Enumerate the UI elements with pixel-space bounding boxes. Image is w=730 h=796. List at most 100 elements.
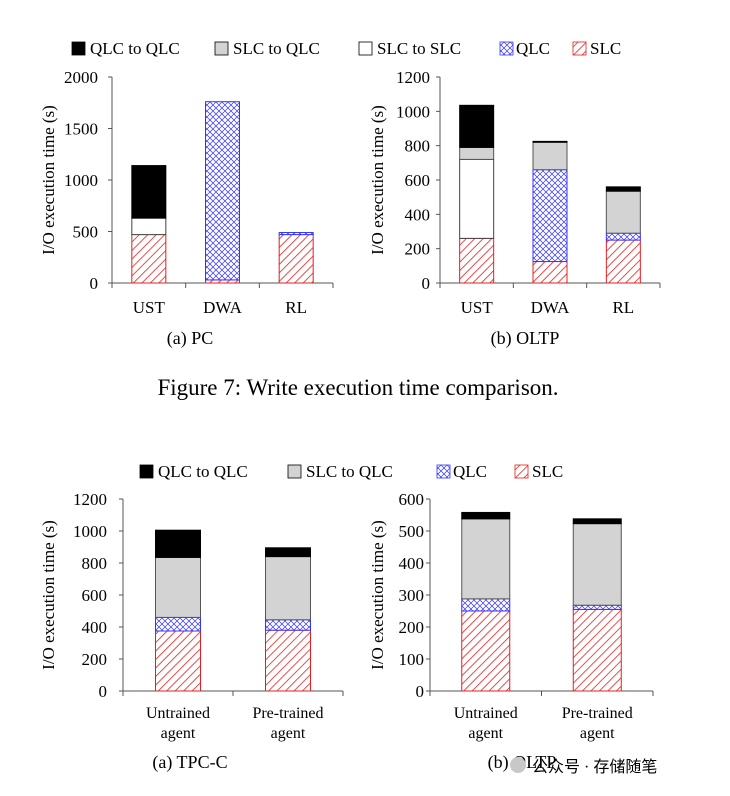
- chart-pc-write-time: 0 500 1000 1500 2000 I/O execution time (s) US…: [39, 68, 334, 349]
- y-tick-label: 1200: [73, 490, 107, 509]
- bar-qlc-pre-trained-agent: [265, 619, 311, 631]
- y-tick-label: 200: [82, 650, 108, 669]
- y-axis-label: I/O execution time (s): [368, 520, 387, 670]
- bar-slc-to-qlc-dwa: [532, 141, 568, 171]
- legend-swatch-slc: [514, 464, 529, 479]
- y-tick-label: 0: [422, 274, 431, 293]
- y-tick-label: 200: [399, 618, 425, 637]
- figure7-caption: Figure 7: Write execution time compariso…: [157, 375, 558, 400]
- legend-label-qlc: QLC: [516, 39, 550, 58]
- bar-slc-to-qlc-untrained-agent: [461, 518, 511, 600]
- bar-qlc-to-qlc-rl: [605, 186, 641, 192]
- x-tick-label: UST: [461, 298, 494, 317]
- bar-qlc-to-qlc-pre-trained-agent: [572, 518, 622, 525]
- bar-slc-rl: [605, 239, 641, 284]
- bar-slc-untrained-agent: [155, 630, 201, 692]
- y-axis-label: I/O execution time (s): [368, 105, 387, 255]
- figure7-legend: QLC to QLC SLC to QLC SLC to SLC QLC SLC: [71, 39, 621, 58]
- bar-slc-pre-trained-agent: [265, 629, 311, 692]
- y-tick-label: 2000: [64, 68, 98, 87]
- bar-qlc-rl: [278, 232, 314, 236]
- bar-slc-ust: [131, 234, 167, 284]
- bar-qlc-to-qlc-untrained-agent: [461, 511, 511, 520]
- chart-tpcc-agent-time: 0 200 400 600 800 1000 1200 I/O execution time …: [39, 490, 344, 773]
- x-tick-label: DWA: [203, 298, 242, 317]
- bar-qlc-untrained-agent: [461, 598, 511, 612]
- y-tick-label: 500: [73, 223, 99, 242]
- wechat-icon: [510, 757, 526, 773]
- bar-slc-ust: [459, 237, 495, 284]
- bar-qlc-untrained-agent: [155, 616, 201, 632]
- y-tick-label: 800: [82, 554, 108, 573]
- legend-label-slc-to-slc: SLC to SLC: [377, 39, 461, 58]
- legend-swatch-slc-to-qlc: [287, 464, 302, 479]
- bar-slc-to-qlc-pre-trained-agent: [265, 556, 311, 621]
- bar-slc-untrained-agent: [461, 610, 511, 692]
- bar-qlc-dwa: [532, 169, 568, 263]
- subfigure-caption: (a) TPC-C: [152, 752, 227, 773]
- y-tick-label: 500: [399, 522, 425, 541]
- bar-slc-to-qlc-ust: [459, 146, 495, 160]
- bar-slc-to-qlc-rl: [605, 190, 641, 234]
- y-tick-label: 1500: [64, 120, 98, 139]
- bar-slc-to-slc-ust: [459, 158, 495, 239]
- bar-qlc-to-qlc-dwa: [532, 140, 568, 143]
- bar-qlc-dwa: [205, 101, 240, 281]
- figure8-legend: QLC to QLC SLC to QLC QLC SLC: [139, 462, 563, 481]
- x-tick-label: RL: [612, 298, 634, 317]
- y-tick-label: 0: [416, 682, 425, 701]
- y-tick-label: 1000: [64, 171, 98, 190]
- bar-slc-to-qlc-pre-trained-agent: [572, 523, 622, 606]
- y-axis-label: I/O execution time (s): [39, 520, 58, 670]
- x-tick-label: agent: [468, 725, 503, 742]
- y-tick-label: 300: [399, 586, 425, 605]
- legend-label-slc-to-qlc: SLC to QLC: [233, 39, 320, 58]
- legend-label-qlc-to-qlc: QLC to QLC: [90, 39, 180, 58]
- x-tick-label: Pre-trained: [562, 705, 633, 722]
- bar-slc-pre-trained-agent: [572, 608, 622, 692]
- watermark: 公众号 · 存储随笔: [510, 757, 657, 776]
- y-tick-label: 400: [399, 554, 425, 573]
- bar-qlc-to-qlc-pre-trained-agent: [265, 547, 311, 558]
- legend-label-slc-to-qlc: SLC to QLC: [306, 462, 393, 481]
- y-tick-label: 0: [99, 682, 108, 701]
- y-tick-label: 1200: [396, 68, 430, 87]
- y-tick-label: 600: [405, 171, 431, 190]
- bar-qlc-pre-trained-agent: [572, 604, 622, 610]
- y-tick-label: 400: [82, 618, 108, 637]
- y-tick-label: 1000: [73, 522, 107, 541]
- bar-slc-rl: [278, 234, 314, 284]
- x-tick-label: agent: [271, 725, 306, 742]
- x-tick-label: Pre-trained: [252, 705, 323, 722]
- x-tick-label: RL: [285, 298, 307, 317]
- x-tick-label: agent: [161, 725, 196, 742]
- y-tick-label: 0: [90, 274, 99, 293]
- legend-swatch-qlc-to-qlc: [71, 41, 86, 56]
- legend-label-qlc: QLC: [453, 462, 487, 481]
- legend-label-slc: SLC: [532, 462, 563, 481]
- bar-qlc-to-qlc-ust: [131, 165, 167, 219]
- y-tick-label: 100: [399, 650, 425, 669]
- y-tick-label: 600: [82, 586, 108, 605]
- y-tick-label: 400: [405, 205, 431, 224]
- legend-swatch-qlc-to-qlc: [139, 464, 154, 479]
- bar-qlc-to-qlc-ust: [459, 104, 495, 148]
- x-tick-label: agent: [580, 725, 615, 742]
- legend-swatch-qlc: [436, 464, 451, 479]
- legend-swatch-slc: [572, 41, 587, 56]
- legend-swatch-qlc: [499, 41, 514, 56]
- y-axis-label: I/O execution time (s): [39, 105, 58, 255]
- y-tick-label: 600: [399, 490, 425, 509]
- subfigure-caption: (a) PC: [167, 328, 214, 349]
- bar-qlc-to-qlc-untrained-agent: [155, 529, 201, 558]
- bar-slc-to-qlc-untrained-agent: [155, 556, 201, 618]
- legend-swatch-slc-to-qlc: [214, 41, 229, 56]
- x-tick-label: DWA: [531, 298, 570, 317]
- bar-qlc-rl: [605, 232, 641, 241]
- x-tick-label: Untrained: [454, 705, 518, 722]
- legend-swatch-slc-to-slc: [358, 41, 373, 56]
- legend-label-slc: SLC: [590, 39, 621, 58]
- legend-label-qlc-to-qlc: QLC to QLC: [158, 462, 248, 481]
- chart-oltp-agent-time: 0 100 200 300 400 500 600 I/O execution time (s…: [368, 490, 654, 773]
